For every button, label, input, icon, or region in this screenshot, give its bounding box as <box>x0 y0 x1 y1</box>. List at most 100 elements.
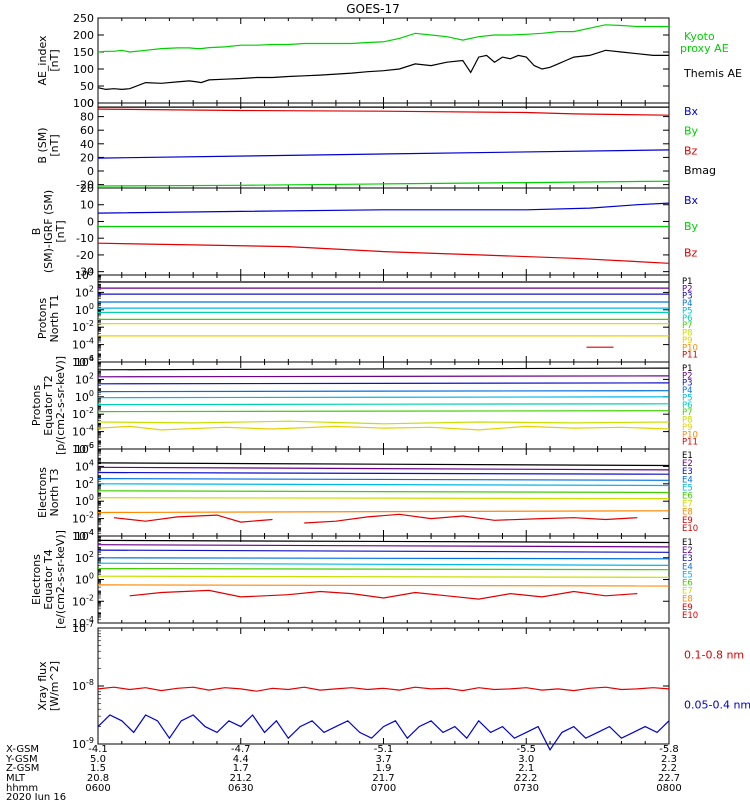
series-e2 <box>97 466 670 471</box>
y-tick-label: 10-2 <box>72 593 94 608</box>
y-tick-label: -30 <box>76 266 94 279</box>
panel-frame <box>97 535 670 624</box>
y-tick-label: 10-2 <box>72 406 94 421</box>
legend-e8: E8 <box>682 508 693 518</box>
legend-bx: Bx <box>684 194 699 207</box>
legend-bx: Bx <box>684 105 699 118</box>
footer-value-mlt: 22.7 <box>658 773 680 784</box>
legend-e2: E2 <box>682 459 693 469</box>
y-axis-label: Equator T2 <box>42 375 55 435</box>
series-e6 <box>97 567 670 571</box>
panel-3: -30 -20 -10 0 10 20 B (SM)-IGRF (SM) [nT] Bx By Bz <box>30 182 699 279</box>
y-tick-label: 100 <box>75 572 94 587</box>
legend-e4: E4 <box>682 475 693 485</box>
legend-e2: E2 <box>682 546 693 556</box>
y-axis-label: [nT] <box>54 220 67 242</box>
legend-e6: E6 <box>682 492 693 502</box>
y-axis-label: [W/m^2] <box>48 661 61 711</box>
legend-e3: E3 <box>682 554 693 564</box>
series-e1 <box>97 462 670 467</box>
footer-value-hhmm: 0800 <box>656 783 681 794</box>
y-axis-label: Protons <box>30 385 43 426</box>
footer-value-mlt: 21.2 <box>230 773 252 784</box>
series-kyoto-proxy-ae <box>97 24 669 53</box>
series-p9 <box>97 425 670 431</box>
y-axis-label: North T1 <box>48 295 61 343</box>
legend-p8: P8 <box>682 329 693 339</box>
y-tick-label: 20 <box>80 182 94 195</box>
series-e3 <box>97 549 670 553</box>
y-tick-label: 60 <box>80 124 94 137</box>
y-axis-label: Protons <box>36 298 49 339</box>
y-tick-label: 80 <box>80 111 94 124</box>
footer-value-y: 3.0 <box>518 754 534 765</box>
y-axis-label: Equator T4 <box>42 549 55 609</box>
legend-p8: P8 <box>682 416 693 426</box>
legend-by: By <box>684 125 699 138</box>
footer-value-x: -5.5 <box>516 744 536 755</box>
y-axis-label: B <box>30 228 43 236</box>
series-e2 <box>97 544 670 548</box>
legend-e5: E5 <box>682 483 693 493</box>
footer-value-z: 1.5 <box>90 763 106 774</box>
y-tick-label: 0 <box>87 97 94 110</box>
series-e8 <box>97 510 670 514</box>
legend-p4: P4 <box>682 386 693 396</box>
footer-value-y: 4.4 <box>233 754 249 765</box>
footer-value-hhmm: 0600 <box>85 783 110 794</box>
y-axis-label: [nT] <box>48 134 61 156</box>
legend-e5: E5 <box>682 570 693 580</box>
y-tick-label: 200 <box>73 29 94 42</box>
legend-p6: P6 <box>682 401 693 411</box>
y-tick-label: 40 <box>80 138 94 151</box>
legend-e7: E7 <box>682 587 693 597</box>
series-bx <box>97 202 670 214</box>
footer-value-x: -4.7 <box>231 744 251 755</box>
y-axis-label: North T3 <box>48 469 61 517</box>
footer-row-label: Y-GSM <box>5 754 38 765</box>
y-axis-label: Xray flux <box>36 661 49 711</box>
y-tick-label: 100 <box>75 389 94 404</box>
footer-value-z: 1.9 <box>376 763 392 774</box>
y-tick-label: 100 <box>75 302 94 317</box>
y-tick-label: 100 <box>73 63 94 76</box>
legend-e4: E4 <box>682 562 693 572</box>
legend-themis-ae: Themis AE <box>683 67 742 80</box>
legend-e10: E10 <box>682 611 698 621</box>
series-by <box>97 180 670 187</box>
y-tick-label: 10-2 <box>72 319 94 334</box>
footer-row-label: hhmm <box>6 783 38 794</box>
y-tick-label: -20 <box>76 249 94 262</box>
legend-e1: E1 <box>682 451 693 461</box>
y-tick-label: 100 <box>75 493 94 508</box>
series-themis-ae <box>97 49 669 91</box>
series-e5 <box>97 562 670 567</box>
footer-value-x: -5.1 <box>374 744 394 755</box>
series-e1 <box>97 539 670 544</box>
series-p6 <box>97 403 670 406</box>
legend-p11: P11 <box>682 351 698 361</box>
y-tick-label: 20 <box>80 151 94 164</box>
y-tick-label: 10-4 <box>72 337 94 352</box>
footer-value-mlt: 20.8 <box>87 773 109 784</box>
legend-p10: P10 <box>682 430 698 440</box>
footer-value-y: 3.7 <box>376 754 392 765</box>
footer-value-y: 5.0 <box>90 754 106 765</box>
series-bx <box>97 149 670 159</box>
series-e9 <box>113 514 273 523</box>
legend-0-1-0-8-nm: 0.1-0.8 nm <box>684 648 744 661</box>
legend-bz: Bz <box>684 247 698 260</box>
series-e6 <box>97 490 670 494</box>
legend-p7: P7 <box>682 321 693 331</box>
legend-p7: P7 <box>682 408 693 418</box>
y-tick-label: 0 <box>87 165 94 178</box>
legend-e3: E3 <box>682 467 693 477</box>
series-p1 <box>97 367 670 371</box>
y-tick-label: 104 <box>75 354 94 369</box>
footer-row-label: Z-GSM <box>6 763 39 774</box>
